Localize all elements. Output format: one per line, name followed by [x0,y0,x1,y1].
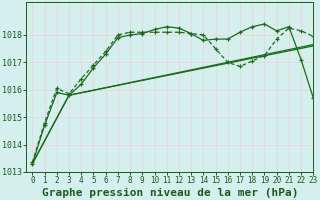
X-axis label: Graphe pression niveau de la mer (hPa): Graphe pression niveau de la mer (hPa) [42,188,298,198]
